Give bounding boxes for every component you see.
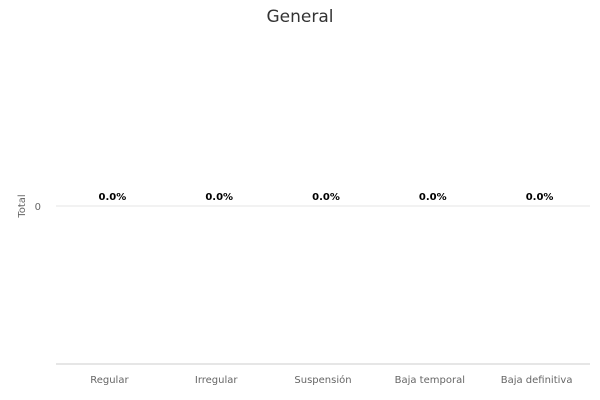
y-tick-label: 0 [35,202,41,213]
x-tick-label: Suspensión [294,374,351,386]
y-axis-label: Total [17,194,28,218]
x-tick-label: Regular [90,375,129,386]
data-label: 0.0% [526,192,554,203]
chart-title: General [266,7,334,27]
x-tick-label: Baja definitiva [501,375,573,386]
x-tick-label: Irregular [195,375,239,386]
x-tick-label: Baja temporal [395,375,465,386]
data-label: 0.0% [419,192,447,203]
data-label: 0.0% [205,192,233,203]
data-label: 0.0% [99,192,127,203]
data-label: 0.0% [312,192,340,203]
